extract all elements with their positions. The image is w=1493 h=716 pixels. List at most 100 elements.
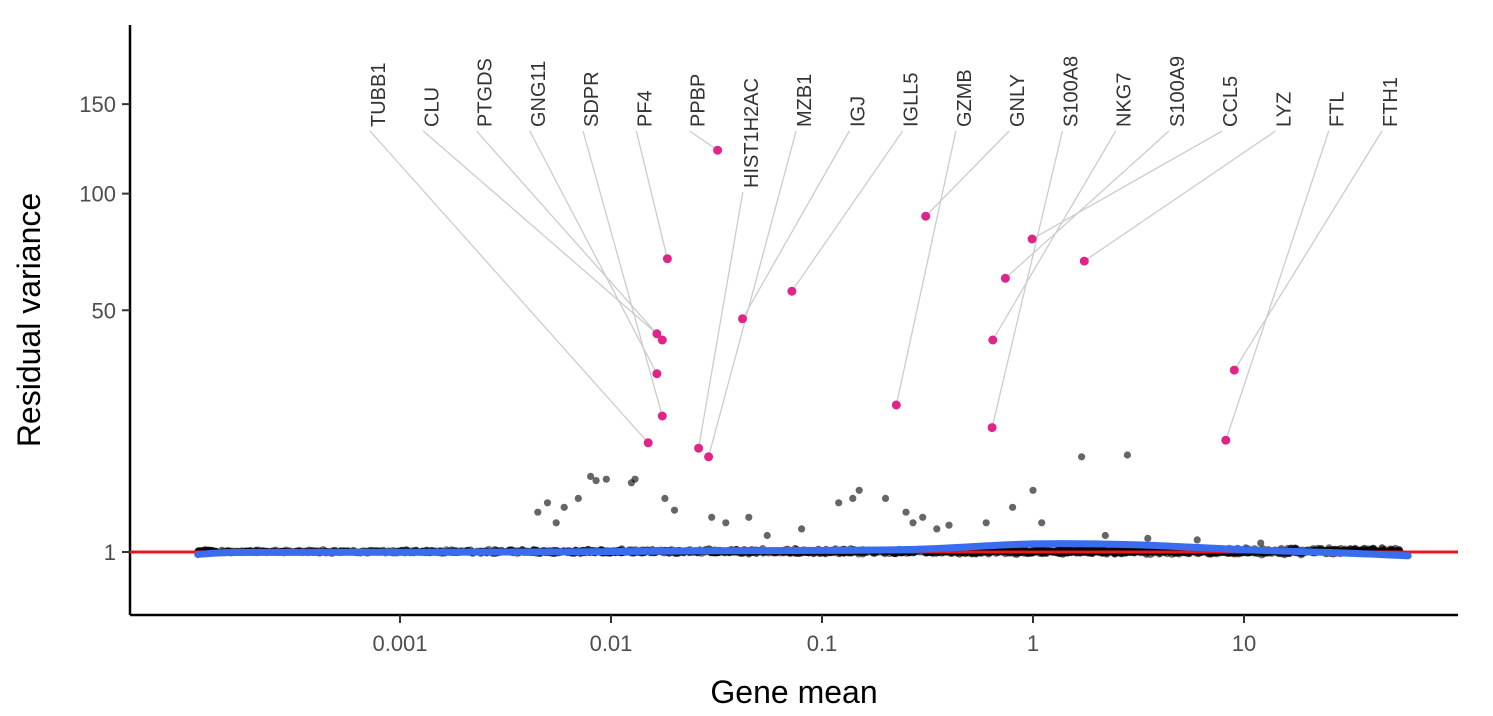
axes xyxy=(128,25,1458,617)
gene-point xyxy=(1029,486,1037,494)
gene-label: MZB1 xyxy=(794,74,816,127)
x-ticks: 0.001 0.01 0.1 1 10 xyxy=(372,615,1256,656)
gene-point xyxy=(919,513,927,521)
label-connector xyxy=(422,130,658,335)
gene-point xyxy=(881,494,890,502)
gene-label: GZMB xyxy=(954,69,976,127)
label-connector xyxy=(369,130,649,444)
gene-label: CCL5 xyxy=(1220,76,1242,127)
gene-point xyxy=(708,513,716,521)
gene-labels: TUBB1 CLU PTGDS GNG11 SDPR PF4 PPBP HIST1H2AC MZ… xyxy=(368,56,1402,188)
gene-point xyxy=(670,506,679,514)
highlight-point xyxy=(657,411,667,421)
gene-points xyxy=(194,451,1404,559)
highlight-point xyxy=(704,452,714,462)
highlight-point xyxy=(738,314,747,324)
highlight-point xyxy=(988,335,998,345)
label-connector xyxy=(1031,130,1223,240)
label-connector xyxy=(992,130,1117,341)
gene-point xyxy=(552,519,560,527)
y-tick-label: 150 xyxy=(79,92,116,117)
gene-point xyxy=(661,494,669,502)
label-connector xyxy=(1083,130,1276,262)
gene-point xyxy=(627,479,636,487)
highlighted-points xyxy=(643,145,1239,462)
x-tick-label: 1 xyxy=(1027,631,1039,656)
gene-label: LYZ xyxy=(1274,92,1296,127)
highlight-point xyxy=(713,145,723,155)
gene-point xyxy=(798,525,806,533)
gene-label: S100A9 xyxy=(1167,56,1189,127)
highlight-point xyxy=(921,211,931,221)
gene-label: PPBP xyxy=(688,74,710,127)
highlight-point xyxy=(987,423,997,433)
gene-label: IGLL5 xyxy=(901,73,923,127)
gene-point xyxy=(1078,453,1086,461)
label-connector xyxy=(707,130,797,457)
highlight-point xyxy=(1079,256,1089,266)
y-axis-title: Residual variance xyxy=(11,193,47,447)
label-connector xyxy=(476,130,663,341)
gene-label: PTGDS xyxy=(475,58,497,127)
gene-label: IGJ xyxy=(847,96,869,127)
gene-point xyxy=(1193,536,1201,544)
gene-label: GNLY xyxy=(1007,74,1029,127)
gene-point xyxy=(933,525,941,533)
gene-label: SDPR xyxy=(581,71,603,127)
gene-point xyxy=(1123,451,1131,459)
label-connector xyxy=(1225,130,1330,441)
y-tick-label: 50 xyxy=(92,298,116,323)
gene-point xyxy=(1009,503,1017,511)
highlight-point xyxy=(1000,273,1010,283)
highlight-point xyxy=(1027,234,1037,244)
label-connector xyxy=(925,130,1010,217)
gene-point xyxy=(602,475,610,483)
gene-point xyxy=(592,477,600,485)
label-connector xyxy=(635,130,669,259)
gene-label: NKG7 xyxy=(1114,73,1136,127)
gene-point xyxy=(855,486,863,494)
label-connector xyxy=(1233,130,1383,371)
highlight-point xyxy=(1229,365,1239,375)
gene-point xyxy=(587,472,595,480)
highlight-point xyxy=(1221,435,1231,445)
trend-line xyxy=(194,540,1412,560)
y-tick-label: 100 xyxy=(79,182,116,207)
gene-point xyxy=(945,521,953,529)
gene-label: GNG11 xyxy=(528,61,550,127)
label-connector xyxy=(991,130,1064,428)
x-axis-title: Gene mean xyxy=(710,674,877,710)
gene-point xyxy=(763,531,771,540)
label-connector xyxy=(895,130,957,406)
gene-point xyxy=(1101,531,1109,540)
trend-line-group xyxy=(194,540,1412,560)
x-tick-label: 10 xyxy=(1232,631,1256,656)
gene-point xyxy=(745,513,753,521)
gene-point xyxy=(574,494,582,502)
highlight-point xyxy=(643,438,653,448)
label-connector xyxy=(1004,130,1170,279)
highlight-point xyxy=(891,400,901,410)
gene-label: TUBB1 xyxy=(368,63,390,127)
gene-point xyxy=(982,519,990,527)
highlight-point xyxy=(657,335,667,345)
label-connector xyxy=(741,130,850,320)
highlight-point xyxy=(662,254,672,264)
gene-label: S100A8 xyxy=(1060,56,1082,127)
gene-point xyxy=(534,508,542,516)
gene-point xyxy=(909,519,917,527)
gene-point xyxy=(722,519,730,527)
y-tick-label: 1 xyxy=(104,540,116,565)
gene-point xyxy=(902,508,910,516)
highlight-point xyxy=(694,443,704,453)
gene-point xyxy=(560,503,568,511)
x-tick-label: 0.1 xyxy=(807,631,838,656)
label-connector xyxy=(529,130,658,375)
label-connector xyxy=(582,130,663,417)
x-tick-label: 0.001 xyxy=(372,631,427,656)
label-connectors xyxy=(369,130,1383,457)
gene-label: FTL xyxy=(1327,91,1349,127)
gene-point xyxy=(543,499,552,507)
